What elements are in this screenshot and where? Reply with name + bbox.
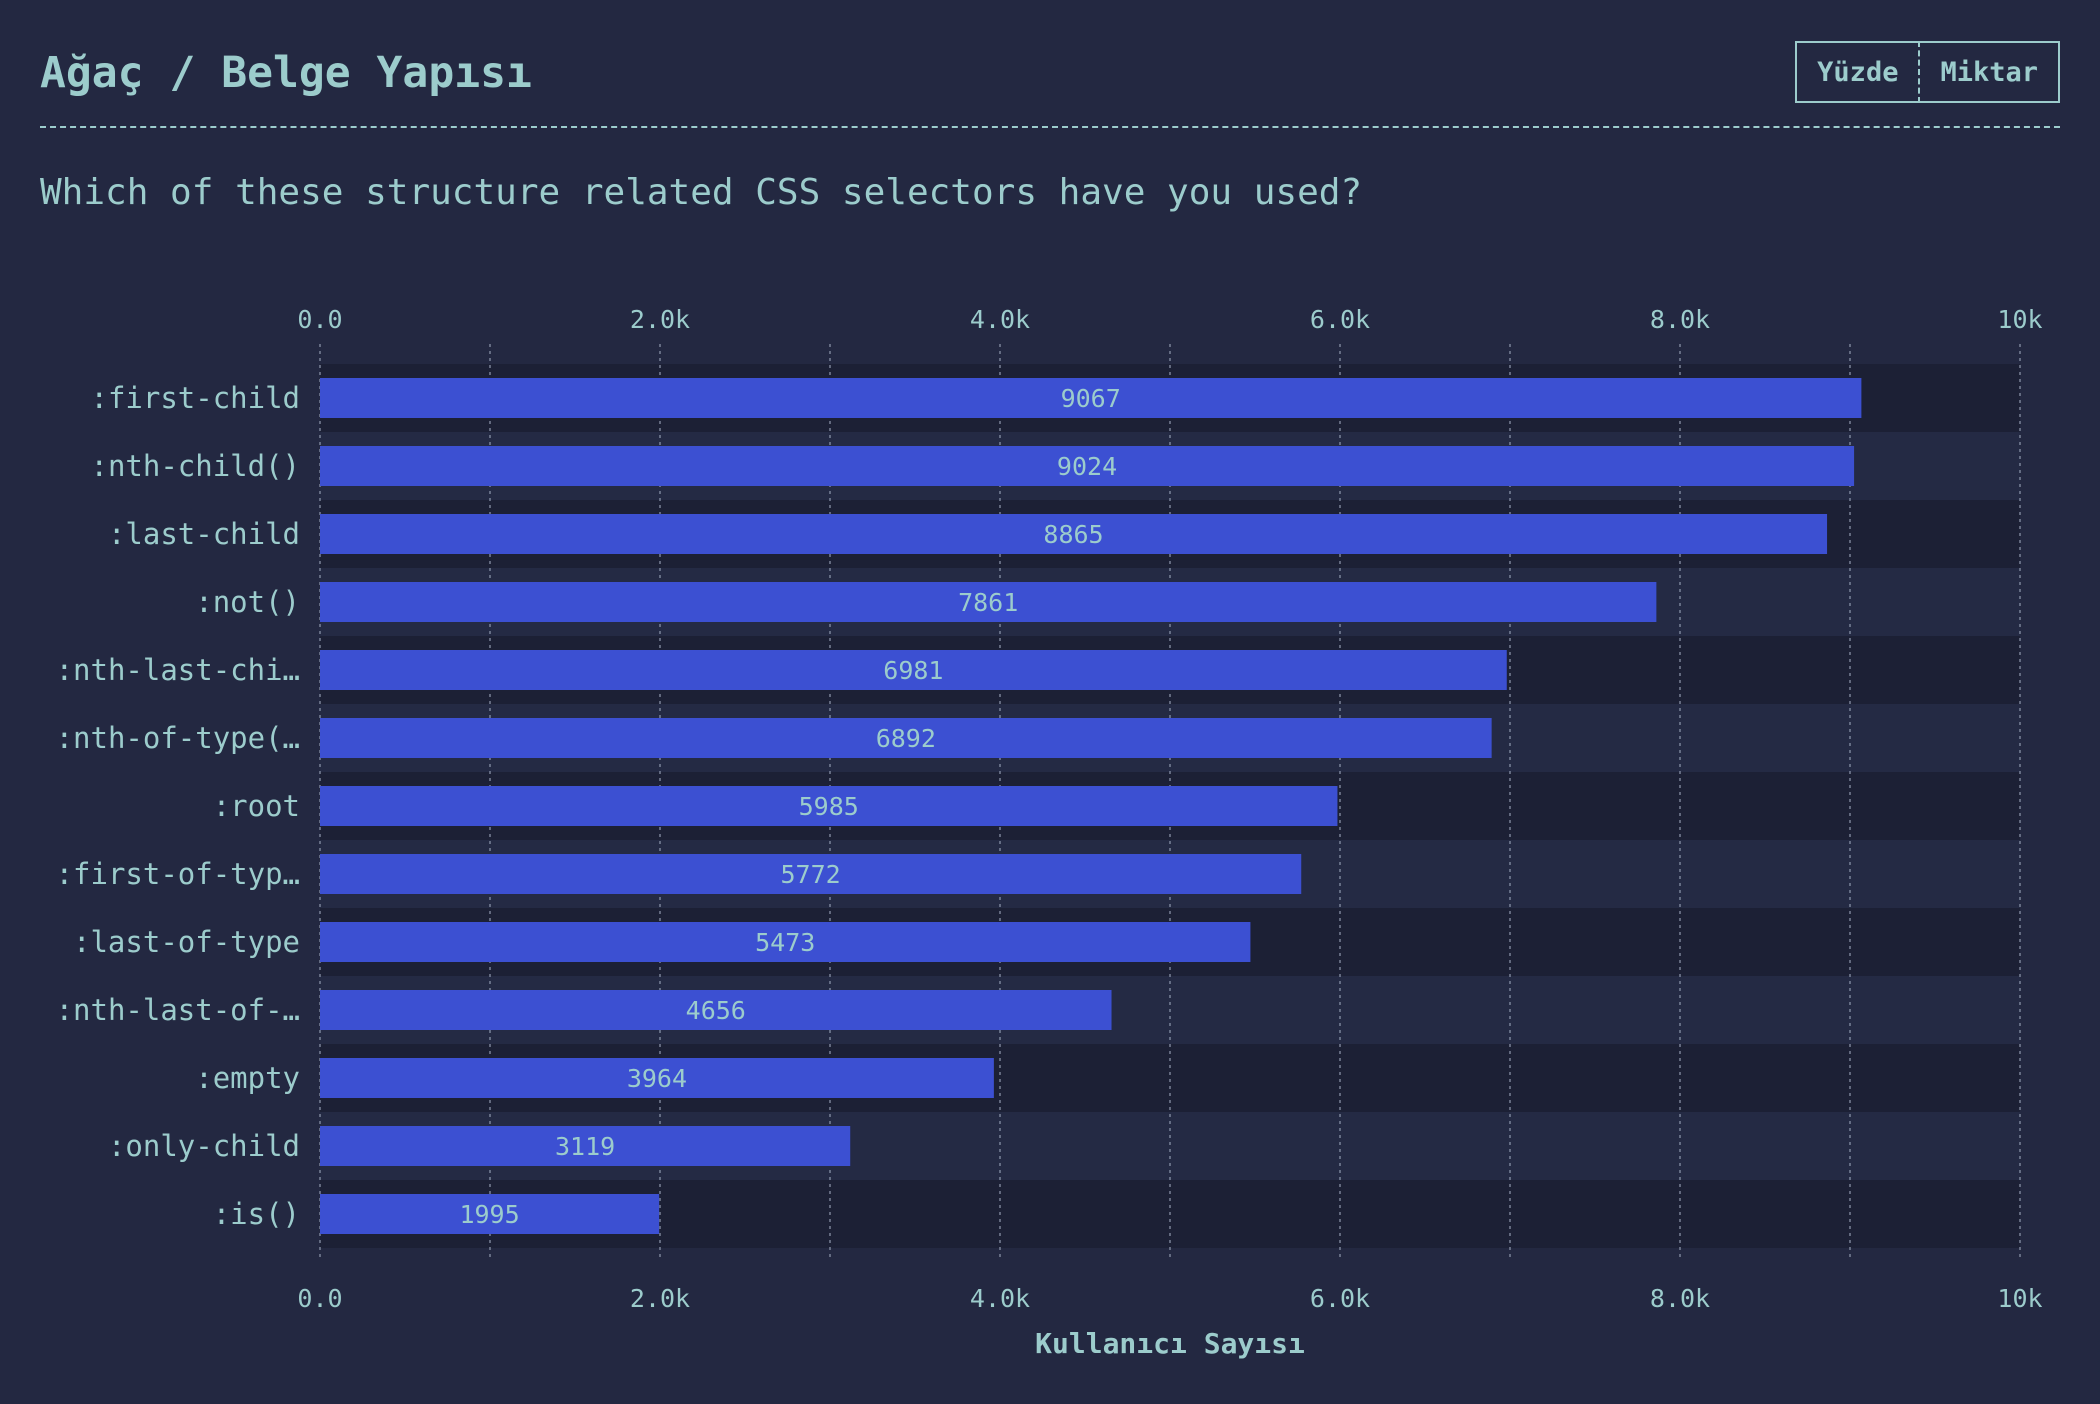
category-label: :root bbox=[213, 789, 300, 823]
bar-value-label: 9024 bbox=[1057, 452, 1117, 481]
category-label: :first-child bbox=[90, 381, 300, 415]
x-tick-label-top: 6.0k bbox=[1310, 305, 1370, 334]
bar[interactable] bbox=[320, 514, 1828, 554]
bar[interactable] bbox=[320, 650, 1507, 690]
bar[interactable] bbox=[320, 1058, 994, 1098]
bar[interactable] bbox=[320, 1194, 660, 1234]
bar-value-label: 5772 bbox=[781, 860, 841, 889]
category-label: :not() bbox=[195, 585, 300, 619]
category-label: :nth-last-chi… bbox=[56, 653, 300, 687]
x-tick-label-top: 10k bbox=[1997, 305, 2042, 334]
x-tick-label-bottom: 8.0k bbox=[1650, 1284, 1710, 1313]
category-label: :empty bbox=[195, 1061, 300, 1095]
bar-value-label: 9067 bbox=[1061, 384, 1121, 413]
bar-value-label: 8865 bbox=[1043, 520, 1103, 549]
bar-value-label: 1995 bbox=[459, 1200, 519, 1229]
count-toggle-button[interactable]: Miktar bbox=[1920, 43, 2058, 101]
percent-toggle-button[interactable]: Yüzde bbox=[1795, 41, 1921, 103]
page-title: Ağaç / Belge Yapısı bbox=[40, 48, 532, 98]
x-tick-label-bottom: 0.0 bbox=[297, 1284, 342, 1313]
bar[interactable] bbox=[320, 718, 1492, 758]
x-tick-label-top: 8.0k bbox=[1650, 305, 1710, 334]
question-text: Which of these structure related CSS sel… bbox=[40, 172, 1363, 213]
bar[interactable] bbox=[320, 582, 1657, 622]
bar-value-label: 7861 bbox=[958, 588, 1018, 617]
category-label: :last-child bbox=[108, 517, 300, 551]
bar[interactable] bbox=[320, 1126, 851, 1166]
category-label: :is() bbox=[213, 1197, 300, 1231]
bar[interactable] bbox=[320, 922, 1251, 962]
bar-value-label: 6981 bbox=[883, 656, 943, 685]
bar-value-label: 3119 bbox=[555, 1132, 615, 1161]
category-label: :nth-of-type(… bbox=[56, 721, 300, 755]
x-tick-label-top: 4.0k bbox=[970, 305, 1030, 334]
bar-value-label: 5985 bbox=[799, 792, 859, 821]
bar[interactable] bbox=[320, 990, 1112, 1030]
header: Ağaç / Belge Yapısı Yüzde Miktar bbox=[40, 30, 2060, 128]
category-label: :first-of-typ… bbox=[56, 857, 300, 891]
x-tick-label-bottom: 4.0k bbox=[970, 1284, 1030, 1313]
bar-value-label: 3964 bbox=[627, 1064, 687, 1093]
category-label: :nth-child() bbox=[90, 449, 300, 483]
x-tick-label-top: 0.0 bbox=[297, 305, 342, 334]
bar-value-label: 5473 bbox=[755, 928, 815, 957]
x-tick-label-bottom: 2.0k bbox=[630, 1284, 690, 1313]
bar[interactable] bbox=[320, 786, 1338, 826]
category-label: :last-of-type bbox=[73, 925, 300, 959]
bar[interactable] bbox=[320, 854, 1302, 894]
category-label: :only-child bbox=[108, 1129, 300, 1163]
x-axis-title: Kullanıcı Sayısı bbox=[1035, 1327, 1305, 1360]
bar-value-label: 6892 bbox=[876, 724, 936, 753]
x-tick-label-bottom: 6.0k bbox=[1310, 1284, 1370, 1313]
x-tick-label-top: 2.0k bbox=[630, 305, 690, 334]
bar[interactable] bbox=[320, 378, 1862, 418]
category-label: :nth-last-of-… bbox=[56, 993, 300, 1027]
unit-toggle: Yüzde Miktar bbox=[1795, 41, 2060, 103]
bar-chart: 9067 9024 8865 7861 6981 6892 5985 5772 5473 4656… bbox=[56, 305, 2043, 1360]
x-tick-label-bottom: 10k bbox=[1997, 1284, 2042, 1313]
bar[interactable] bbox=[320, 446, 1855, 486]
bar-value-label: 4656 bbox=[686, 996, 746, 1025]
